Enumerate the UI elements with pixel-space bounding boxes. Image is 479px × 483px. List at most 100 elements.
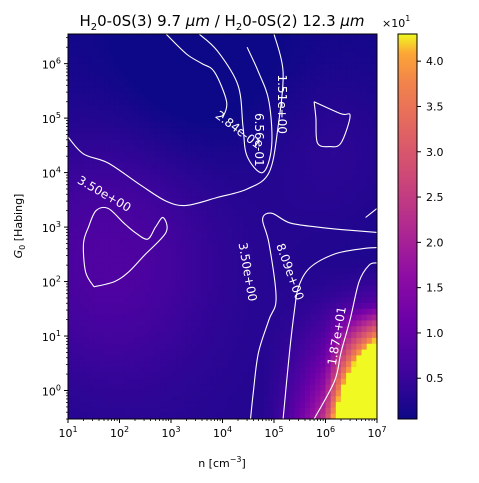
contour-line [249,212,377,419]
heatmap-cell [104,80,110,88]
heatmap-cell [294,354,301,362]
heatmap-cell [284,238,291,245]
heatmap-cell [248,115,254,123]
heatmap-cell [73,51,79,58]
heatmap-cell [73,80,79,88]
heatmap-cell [134,109,141,117]
heatmap-cell [104,413,110,419]
heatmap-cell [325,191,332,198]
heatmap-cell [98,45,105,53]
heatmap-cell [212,395,218,403]
heatmap-cell [227,413,234,419]
heatmap-cell [88,238,95,245]
heatmap-cell [201,389,208,397]
heatmap-cell [294,279,301,286]
heatmap-cell [181,372,188,379]
heatmap-cell [191,267,198,274]
heatmap-cell [186,389,193,397]
heatmap-cell [186,290,193,298]
heatmap-cell [73,261,79,268]
heatmap-cell [145,133,151,140]
heatmap-cell [253,80,260,88]
heatmap-cell [155,226,162,233]
heatmap-cell [237,209,244,216]
heatmap-cell [98,121,105,128]
heatmap-cell [160,325,167,333]
heatmap-cell [73,156,79,163]
heatmap-cell [274,232,280,239]
heatmap-cell [356,144,363,152]
heatmap-cell [248,150,254,158]
heatmap-cell [165,360,172,368]
heatmap-cell [366,378,373,385]
heatmap-cell [109,191,115,198]
heatmap-cell [201,366,208,373]
heatmap-cell [284,57,291,64]
heatmap-cell [340,63,347,70]
heatmap-cell [237,290,244,298]
heatmap-cell [371,168,377,175]
heatmap-cell [186,39,193,47]
heatmap-cell [335,57,342,64]
heatmap-cell [366,121,373,128]
heatmap-cell [284,413,291,419]
heatmap-cell [325,384,332,391]
heatmap-cell [114,179,121,187]
heatmap-cell [73,133,79,140]
chart-title: H20-0S(3) 9.7 μm / H20-0S(2) 12.3 μm [79,12,364,33]
heatmap-cell [237,395,244,403]
heatmap-cell [310,168,316,175]
heatmap-cell [243,284,249,292]
heatmap-cell [201,45,208,53]
heatmap-cell [165,325,172,333]
heatmap-cell [93,372,100,379]
heatmap-cell [165,232,172,239]
heatmap-cell [93,413,100,419]
heatmap-cell [160,314,167,321]
heatmap-cell [88,261,95,268]
heatmap-cell [83,162,90,169]
heatmap-cell [237,39,244,47]
heatmap-cell [160,191,167,198]
heatmap-cell [73,354,79,362]
heatmap-cell [310,337,316,344]
heatmap-cell [93,197,100,204]
heatmap-cell [279,121,285,128]
heatmap-cell [207,80,213,88]
heatmap-cell [304,168,311,175]
heatmap-cell [191,395,198,403]
heatmap-cell [212,302,218,309]
heatmap-cell [196,267,203,274]
heatmap-cell [212,325,218,333]
heatmap-cell [83,284,90,292]
heatmap-cell [207,319,213,327]
heatmap-cell [181,238,188,245]
heatmap-cell [253,127,260,134]
heatmap-cell [325,86,332,93]
heatmap-cell [155,51,162,58]
heatmap-cell [284,249,291,257]
heatmap-cell [155,191,162,198]
heatmap-cell [114,389,121,397]
heatmap-cell [274,255,280,263]
heatmap-cell [315,34,321,41]
heatmap-cell [243,337,249,344]
heatmap-cell [227,115,234,123]
heatmap-cell [83,92,90,99]
heatmap-cell [114,86,121,93]
heatmap-cell [248,144,254,152]
heatmap-cell [98,174,105,181]
heatmap-cell [346,209,352,216]
heatmap-cell [88,366,95,373]
heatmap-cell [140,34,146,41]
heatmap-cell [98,349,105,356]
heatmap-cell [227,267,234,274]
heatmap-cell [78,80,85,88]
heatmap-cell [227,74,234,82]
heatmap-cell [258,319,265,327]
heatmap-cell [150,63,157,70]
heatmap-cell [165,109,172,117]
heatmap-cell [263,226,270,233]
heatmap-cell [104,214,110,222]
heatmap-cell [237,325,244,333]
